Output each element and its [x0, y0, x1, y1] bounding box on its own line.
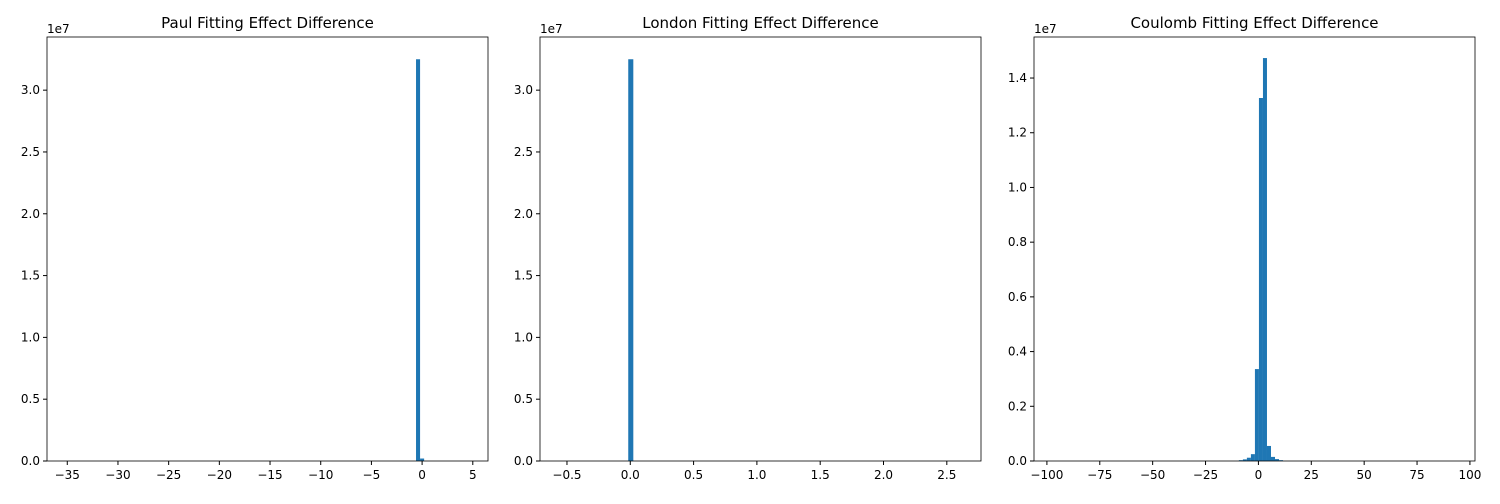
y-tick-label: 0.4 — [1008, 345, 1027, 359]
bar — [1275, 459, 1280, 461]
x-tick-label: −15 — [257, 468, 282, 482]
x-tick-label: −25 — [1193, 468, 1218, 482]
y-tick-label: 2.5 — [514, 145, 533, 159]
y-tick-label: 3.0 — [21, 83, 40, 97]
x-tick-label: −100 — [1030, 468, 1063, 482]
bar — [1254, 369, 1259, 461]
chart-title: London Fitting Effect Difference — [642, 14, 878, 32]
chart-title: Coulomb Fitting Effect Difference — [1130, 14, 1378, 32]
y-tick-label: 1.5 — [514, 269, 533, 283]
y-offset-label: 1e7 — [47, 22, 70, 36]
bar — [1279, 460, 1284, 461]
y-tick-label: 0.0 — [1008, 454, 1027, 468]
bar — [1250, 454, 1255, 461]
bar — [1246, 457, 1251, 461]
y-tick-label: 0.6 — [1008, 290, 1027, 304]
bar — [1258, 98, 1263, 462]
bar — [1238, 460, 1243, 461]
x-tick-label: 0 — [418, 468, 426, 482]
y-tick-label: 1.0 — [1008, 180, 1027, 194]
x-tick-label: −0.5 — [552, 468, 581, 482]
y-tick-label: 1.0 — [514, 330, 533, 344]
x-tick-label: 2.5 — [937, 468, 956, 482]
x-tick-label: −35 — [55, 468, 80, 482]
x-tick-label: −25 — [156, 468, 181, 482]
x-tick-label: −20 — [207, 468, 232, 482]
y-tick-label: 1.0 — [21, 330, 40, 344]
bar — [420, 458, 425, 461]
x-tick-label: −50 — [1140, 468, 1165, 482]
y-tick-label: 0.2 — [1008, 399, 1027, 413]
y-tick-label: 0.5 — [21, 392, 40, 406]
x-tick-label: 75 — [1409, 468, 1424, 482]
y-tick-label: 2.5 — [21, 145, 40, 159]
bar — [416, 59, 421, 461]
x-tick-label: 1.0 — [747, 468, 766, 482]
y-tick-label: 1.2 — [1008, 126, 1027, 140]
bar — [1242, 459, 1247, 461]
y-tick-label: 0.0 — [21, 454, 40, 468]
y-tick-label: 0.8 — [1008, 235, 1027, 249]
x-tick-label: 1.5 — [811, 468, 830, 482]
x-tick-label: 2.0 — [874, 468, 893, 482]
x-tick-label: −75 — [1087, 468, 1112, 482]
axes-frame — [539, 36, 982, 462]
y-offset-label: 1e7 — [1034, 22, 1057, 36]
axes-frame — [1033, 36, 1476, 462]
x-tick-label: 0 — [1255, 468, 1263, 482]
y-tick-label: 3.0 — [514, 83, 533, 97]
y-tick-label: 0.0 — [514, 454, 533, 468]
bar — [1270, 456, 1276, 461]
bar — [1266, 445, 1271, 461]
x-tick-label: 100 — [1458, 468, 1481, 482]
x-tick-label: −10 — [308, 468, 333, 482]
y-tick-label: 1.5 — [21, 269, 40, 283]
x-tick-label: 25 — [1304, 468, 1319, 482]
x-tick-label: −5 — [363, 468, 381, 482]
y-tick-label: 2.0 — [21, 207, 40, 221]
y-tick-label: 0.5 — [514, 392, 533, 406]
x-tick-label: 0.5 — [684, 468, 703, 482]
x-tick-label: 0.0 — [621, 468, 640, 482]
x-tick-label: 5 — [469, 468, 477, 482]
y-offset-label: 1e7 — [540, 22, 563, 36]
x-tick-label: 50 — [1357, 468, 1372, 482]
axes-frame — [46, 36, 489, 462]
y-tick-label: 1.4 — [1008, 71, 1027, 85]
chart-title: Paul Fitting Effect Difference — [161, 14, 374, 32]
bar — [628, 59, 634, 461]
bar — [1262, 58, 1267, 461]
y-tick-label: 2.0 — [514, 207, 533, 221]
x-tick-label: −30 — [105, 468, 130, 482]
